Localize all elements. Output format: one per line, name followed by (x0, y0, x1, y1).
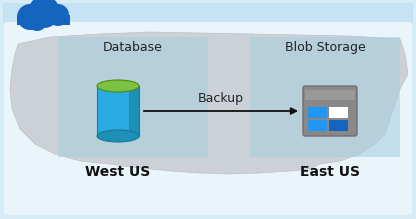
Bar (58, 37, 208, 157)
Polygon shape (10, 32, 408, 174)
Bar (305, 90, 355, 100)
Text: Blob Storage: Blob Storage (285, 41, 365, 54)
Bar (17, 15, 70, 25)
Bar (3, 3, 413, 23)
Text: Database: Database (103, 41, 163, 54)
Bar (129, 86, 139, 136)
Text: Backup: Backup (198, 92, 244, 105)
Text: West US: West US (85, 165, 151, 179)
Bar (97, 86, 139, 136)
Bar (329, 107, 348, 118)
FancyBboxPatch shape (4, 22, 412, 215)
Circle shape (28, 0, 60, 28)
Circle shape (17, 4, 43, 30)
Circle shape (47, 4, 69, 26)
FancyBboxPatch shape (303, 86, 357, 136)
Circle shape (27, 11, 47, 31)
Ellipse shape (97, 80, 139, 92)
Ellipse shape (97, 130, 139, 142)
Bar (308, 107, 327, 118)
Bar (308, 120, 327, 131)
Bar (250, 37, 400, 157)
Bar (329, 120, 348, 131)
Text: East US: East US (300, 165, 360, 179)
